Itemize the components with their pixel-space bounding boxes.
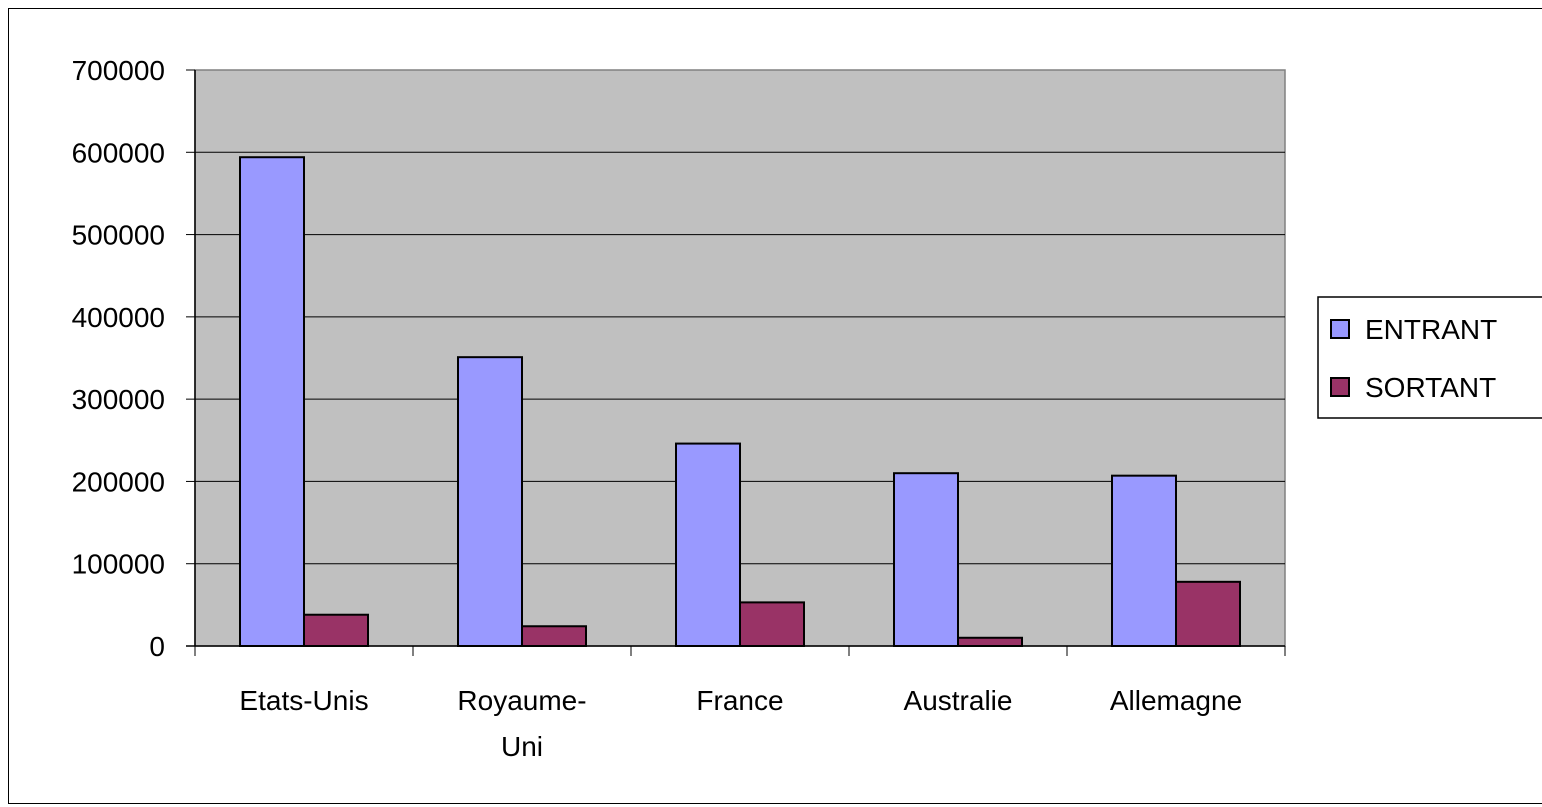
legend-label-sortant: SORTANT [1365,372,1496,403]
x-tick-label: Royaume- [457,685,586,716]
y-tick-label: 600000 [72,137,165,168]
legend-swatch-sortant [1330,377,1350,397]
y-tick-label: 0 [149,631,165,662]
y-tick-label: 700000 [72,55,165,86]
legend: ENTRANT SORTANT [1317,296,1542,419]
bar-sortant [1175,580,1241,647]
bar-entrant [457,356,523,647]
y-tick-label: 200000 [72,466,165,497]
chart-frame [8,8,1542,804]
x-tick-label: Etats-Unis [239,685,368,716]
x-tick-label: Allemagne [1110,685,1242,716]
legend-swatch-entrant [1330,319,1350,339]
bar-sortant [739,601,805,647]
bar-sortant [521,625,587,647]
bar-entrant [893,472,959,648]
legend-label-entrant: ENTRANT [1365,314,1497,345]
bar-entrant [675,442,741,647]
y-tick-label: 100000 [72,549,165,580]
bar-sortant [957,636,1023,647]
y-tick-label: 400000 [72,302,165,333]
bar-entrant [239,156,305,647]
bar-entrant [1111,474,1177,647]
x-tick-label: Uni [501,731,543,762]
y-tick-label: 500000 [72,220,165,251]
x-tick-label: France [696,685,783,716]
bar-sortant [303,613,369,648]
x-tick-label: Australie [904,685,1013,716]
y-tick-label: 300000 [72,384,165,415]
legend-box [1317,296,1542,419]
